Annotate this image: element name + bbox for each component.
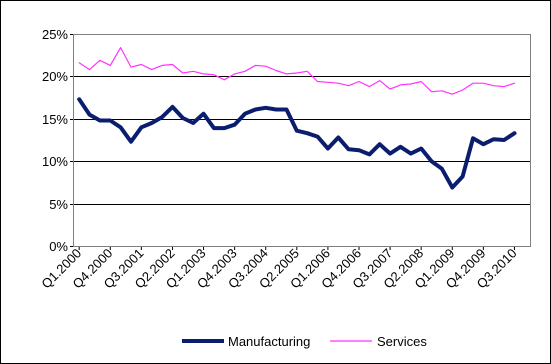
y-tick-label: 5% — [49, 197, 68, 212]
legend-label-services: Services — [377, 334, 427, 349]
y-tick-label: 20% — [42, 69, 68, 84]
legend-label-manufacturing: Manufacturing — [228, 334, 310, 349]
series-line-services — [78, 46, 516, 95]
series-lines — [77, 46, 517, 190]
y-axis-ticks: 0% 5% 10% 15% 20% 25% — [42, 27, 74, 254]
y-tick-label: 0% — [49, 239, 68, 254]
y-tick-label: 25% — [42, 27, 68, 42]
series-line-manufacturing — [77, 97, 517, 190]
y-tick-label: 10% — [42, 154, 68, 169]
y-tick-label: 15% — [42, 112, 68, 127]
legend: Manufacturing Services — [182, 334, 427, 349]
plot-area-border — [73, 34, 531, 247]
